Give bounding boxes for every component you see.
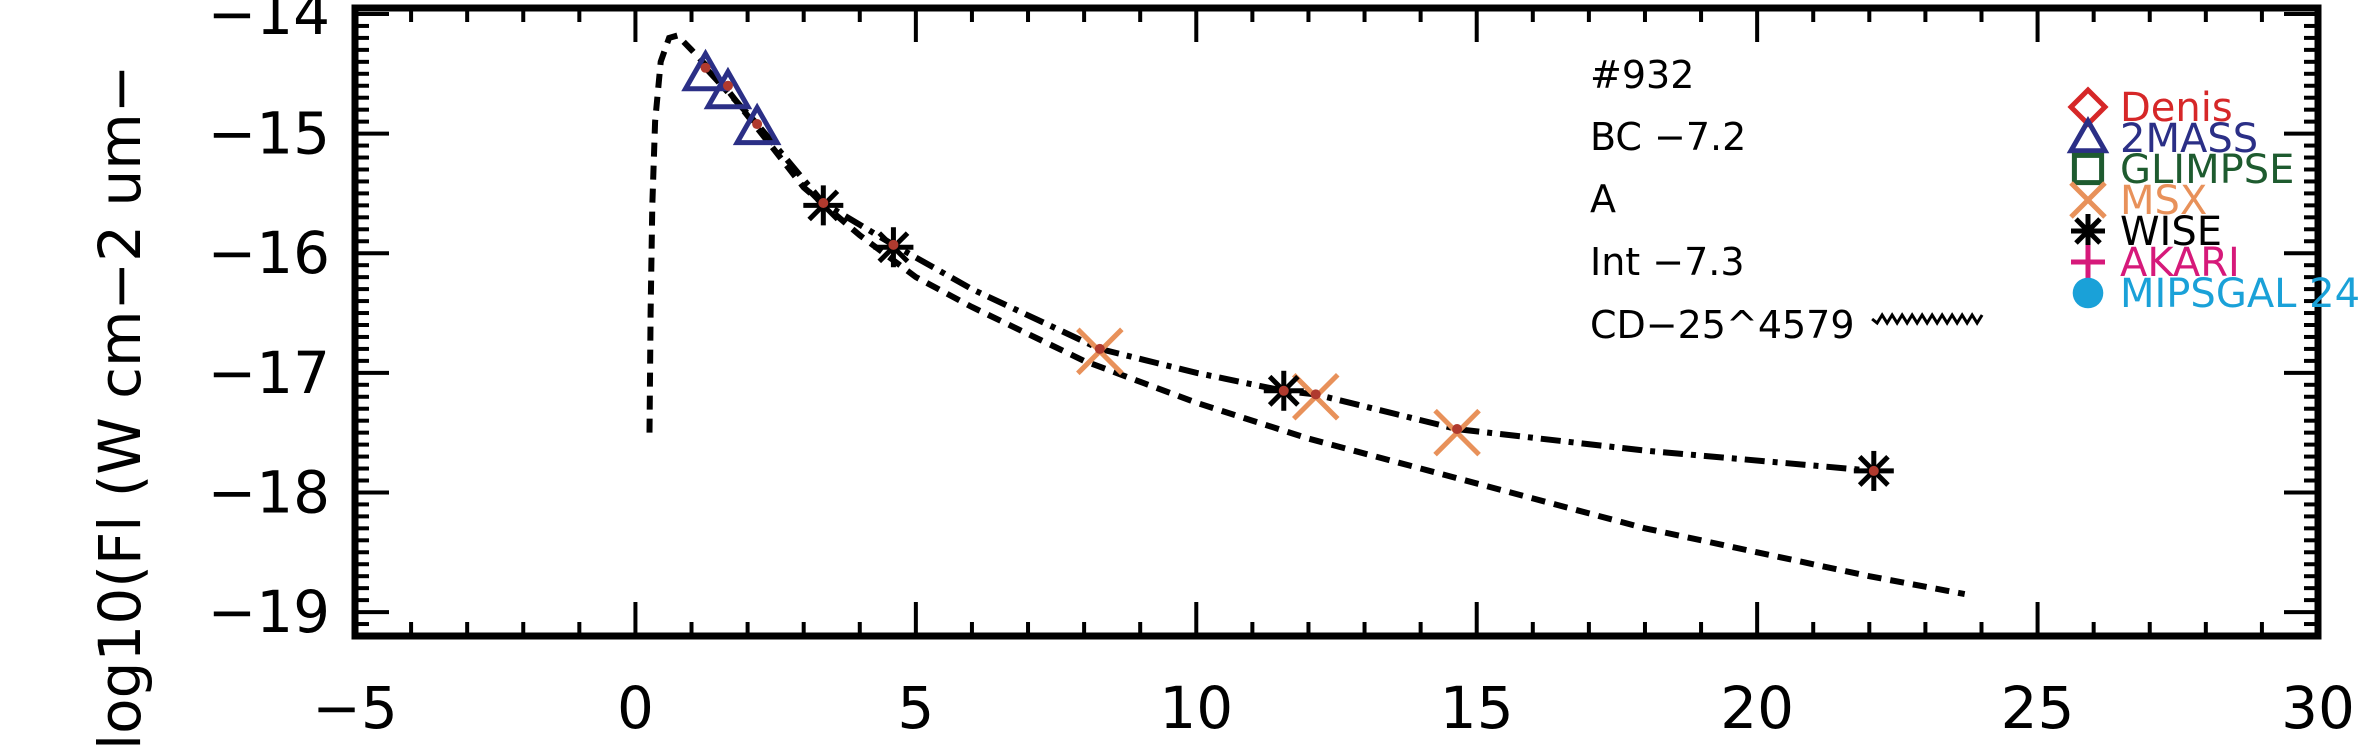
dot-marker bbox=[1452, 424, 1463, 435]
y-tick-label: −16 bbox=[208, 219, 330, 287]
x-marker bbox=[2069, 181, 2107, 219]
model-curves bbox=[646, 32, 1984, 598]
plot-frame bbox=[351, 4, 2322, 640]
legend-label: MSX bbox=[2120, 178, 2207, 224]
x-tick-label: 5 bbox=[897, 674, 934, 742]
dot-marker bbox=[752, 119, 763, 130]
dot-marker bbox=[888, 239, 899, 250]
y-tick-label: −18 bbox=[208, 458, 330, 526]
triangle-marker bbox=[2066, 115, 2110, 154]
circle-marker bbox=[2072, 277, 2104, 309]
dot-shape bbox=[1094, 343, 1105, 354]
dot-marker bbox=[1310, 389, 1321, 400]
dot-shape bbox=[752, 119, 763, 130]
annotations: #932 BC −7.2 A Int −7.3 CD−25^4579 bbox=[1590, 53, 1855, 347]
x-tick-label: 0 bbox=[617, 674, 654, 742]
axes: −5 0 5 10 15 20 25 30 −19 −18 −17 −16 −15 −14 bbox=[208, 0, 2355, 742]
dot-shape bbox=[722, 80, 733, 91]
annotation-text: Int −7.3 bbox=[1590, 240, 1745, 284]
triangle-marker bbox=[681, 48, 730, 92]
y-tick-label: −15 bbox=[208, 100, 330, 168]
plus-marker bbox=[2071, 245, 2105, 279]
dot-shape bbox=[1868, 465, 1879, 476]
x-stroke bbox=[2069, 181, 2107, 219]
x-tick-label: 15 bbox=[1440, 674, 1514, 742]
legend-label: Denis bbox=[2120, 85, 2233, 131]
triangle-shape bbox=[703, 66, 753, 110]
annotation-text: CD−25^4579 bbox=[1590, 303, 1855, 347]
x-tick-label: −5 bbox=[312, 674, 398, 742]
legend-label: 2MASS bbox=[2120, 116, 2258, 162]
x-tick-label: 25 bbox=[2001, 674, 2075, 742]
circle-shape bbox=[2072, 277, 2104, 309]
dot-shape bbox=[818, 197, 829, 208]
annotation-text: BC −7.2 bbox=[1590, 115, 1746, 159]
dot-marker bbox=[722, 80, 733, 91]
annotation-text: #932 bbox=[1590, 53, 1694, 97]
dot-marker bbox=[818, 197, 829, 208]
triangle-marker bbox=[703, 66, 753, 110]
dot-marker bbox=[1868, 465, 1879, 476]
dot-shape bbox=[700, 62, 711, 73]
dot-shape bbox=[1310, 389, 1321, 400]
dot-marker bbox=[700, 62, 711, 73]
wavy-curve bbox=[1871, 312, 1984, 326]
asterisk-marker bbox=[2071, 214, 2105, 248]
legend-label: GLIMPSE bbox=[2120, 147, 2294, 193]
dot-marker bbox=[1094, 343, 1105, 354]
triangle-shape bbox=[681, 48, 730, 92]
legend-label: MIPSGAL 24 bbox=[2120, 271, 2360, 317]
asterisk-stroke bbox=[2074, 217, 2102, 245]
x-tick-label: 30 bbox=[2281, 674, 2355, 742]
square-shape bbox=[2071, 152, 2105, 186]
triangle-shape bbox=[2066, 115, 2110, 154]
square-marker bbox=[2071, 152, 2105, 186]
triangle-marker bbox=[732, 102, 782, 146]
legend-label: AKARI bbox=[2120, 240, 2240, 286]
triangle-shape bbox=[732, 102, 782, 146]
x-tick-label: 10 bbox=[1159, 674, 1233, 742]
dashed-curve bbox=[646, 32, 1966, 598]
legend-label: WISE bbox=[2120, 209, 2222, 255]
dot-shape bbox=[1452, 424, 1463, 435]
y-tick-label: −14 bbox=[208, 0, 330, 48]
y-axis-title: log10(Fl (W cm−2 um− bbox=[86, 65, 154, 750]
y-tick-label: −19 bbox=[208, 578, 330, 646]
photometry-points bbox=[681, 48, 1894, 491]
dashdot-curve bbox=[703, 65, 1875, 474]
dot-shape bbox=[888, 239, 899, 250]
x-tick-label: 20 bbox=[1720, 674, 1794, 742]
annotation-text: A bbox=[1590, 177, 1616, 221]
y-tick-label: −17 bbox=[208, 339, 330, 407]
dot-shape bbox=[1278, 385, 1289, 396]
dot-marker bbox=[1278, 385, 1289, 396]
